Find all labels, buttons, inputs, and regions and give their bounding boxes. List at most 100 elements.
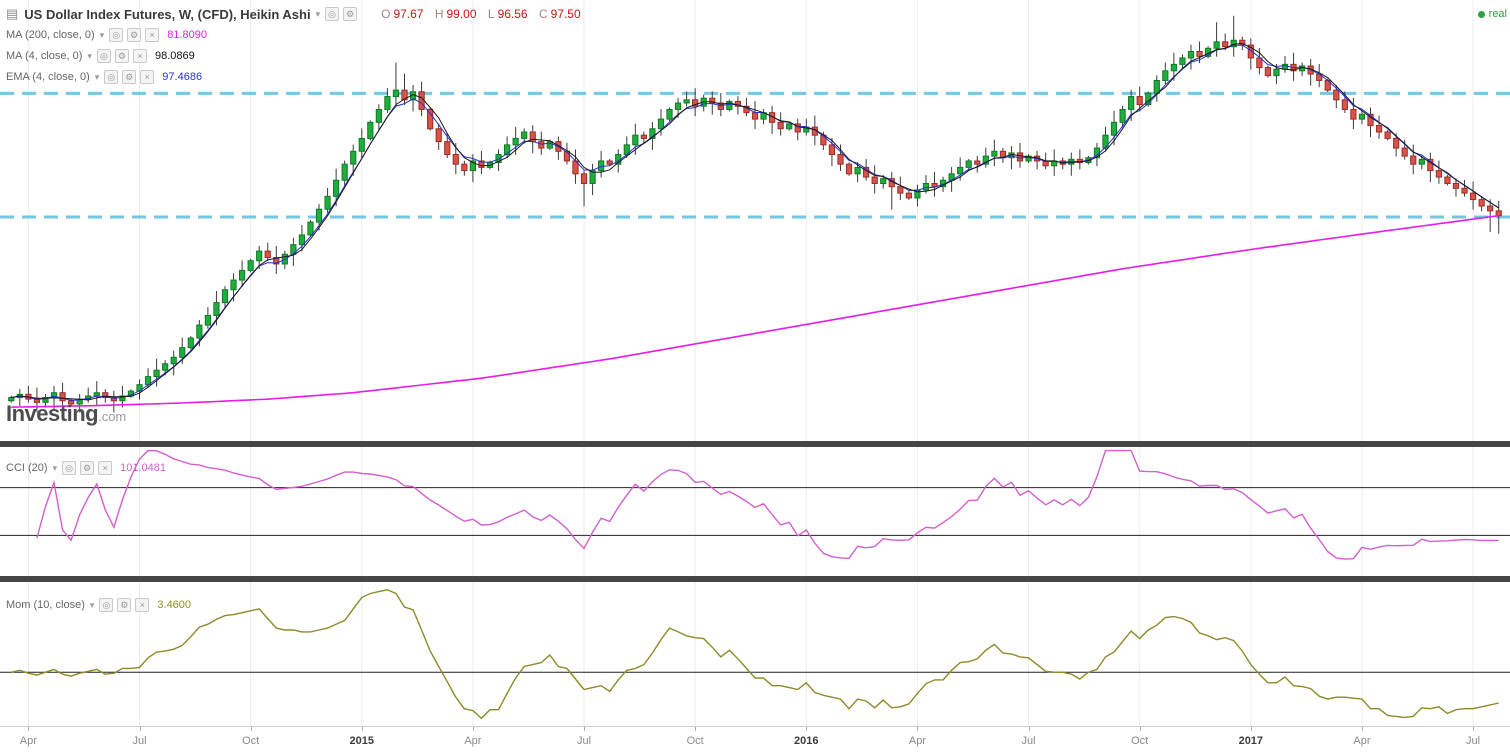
cci-legend: CCI (20) ▾ ◎ ⚙ × 101.0481 [6,461,166,475]
low-label: L [487,7,495,21]
indicator-value: 97.4686 [162,71,203,83]
watermark-brand: Investing [6,401,99,426]
gridlines [27,0,1474,441]
axis-tick-mark [1028,727,1030,731]
axis-tick-mark [139,727,141,731]
chevron-down-icon[interactable]: ▾ [87,50,92,61]
visibility-icon[interactable]: ◎ [109,28,124,42]
axis-tick-label: Jul [576,735,592,747]
axis-tick-label: 2017 [1238,735,1264,747]
ma200-line [11,214,1499,408]
open-label: O [381,7,391,21]
axis-tick-label: Oct [686,735,704,747]
indicator-label: EMA (4, close, 0) [6,71,90,83]
indicator-value: 81.8090 [167,29,207,41]
settings-gear-icon[interactable]: ⚙ [127,28,142,42]
axis-tick-label: Jul [132,735,147,747]
panel-toggle-icon[interactable]: ▤ [6,6,19,21]
axis-tick-mark [28,727,30,731]
low-value: 96.56 [497,7,528,21]
axis-tick-mark [1473,727,1475,731]
high-label: H [434,7,444,21]
settings-gear-icon[interactable]: ⚙ [117,598,132,612]
momentum-legend: Mom (10, close) ▾ ◎ ⚙ × 3.4600 [6,598,191,612]
price-chart[interactable] [0,0,1510,441]
indicator-label: MA (200, close, 0) [6,29,95,41]
momentum-chart[interactable] [0,582,1510,726]
visibility-icon[interactable]: ◎ [99,598,114,612]
ma4-line [11,42,1499,401]
ema4-line [11,44,1499,401]
axis-tick-mark [806,727,808,731]
visibility-icon[interactable]: ◎ [62,461,77,475]
axis-tick-label: 2016 [794,735,819,747]
cci-line [36,449,1499,560]
settings-gear-icon[interactable]: ⚙ [122,70,137,84]
axis-tick-mark [584,727,586,731]
axis-tick-mark [472,727,474,731]
cci-chart[interactable] [0,447,1510,576]
axis-tick-label: Apr [19,735,37,747]
cci-pane: CCI (20) ▾ ◎ ⚙ × 101.0481 [0,447,1510,576]
pane-separator[interactable] [0,576,1510,582]
gridlines [27,447,1474,576]
indicator-label: Mom (10, close) [6,599,85,611]
settings-gear-icon[interactable]: ⚙ [80,461,95,475]
indicator-label: CCI (20) [6,462,48,474]
chevron-down-icon[interactable]: ▾ [52,462,58,473]
indicator-legend-ma200: MA (200, close, 0) ▾ ◎ ⚙ × 81.8090 [6,28,207,42]
axis-tick-mark [917,727,919,731]
axis-tick-mark [1139,727,1141,731]
axis-tick-label: Jul [1466,735,1481,747]
chart-style-icon[interactable]: ◎ [325,7,340,21]
indicator-label: MA (4, close, 0) [6,50,83,62]
axis-tick-label: Jul [1021,735,1036,747]
realtime-indicator: real [1477,8,1507,20]
remove-icon[interactable]: × [145,28,160,42]
chevron-down-icon[interactable]: ▾ [94,71,100,82]
axis-tick-label: 2015 [349,735,375,747]
axis-tick-label: Apr [908,735,926,747]
axis-tick-mark [361,727,363,731]
indicator-value: 3.4600 [157,599,192,611]
visibility-icon[interactable]: ◎ [104,70,119,84]
axis-tick-mark [695,727,697,731]
time-axis[interactable]: Apr Jul Oct 2015 Apr Jul Oct 2016 Apr Jul Oct 2017 A… [0,726,1510,756]
remove-icon[interactable]: × [98,461,113,475]
remove-icon[interactable]: × [140,70,155,84]
indicator-legend-ema4: EMA (4, close, 0) ▾ ◎ ⚙ × 97.4686 [6,70,202,84]
axis-tick-label: Oct [1131,735,1149,747]
investing-watermark: Investing.com [6,401,126,427]
candles-layer [8,15,1502,413]
gridlines [27,582,1474,726]
axis-tick-mark [1250,727,1252,731]
axis-tick-label: Oct [242,735,260,747]
pane-separator[interactable] [0,441,1510,447]
remove-icon[interactable]: × [132,49,147,63]
realtime-dot-icon [1477,10,1485,18]
indicator-value: 101.0481 [120,462,166,474]
ohlc-values: O 97.67 H 99.00 L 96.56 C 97.50 [373,7,581,21]
visibility-icon[interactable]: ◎ [96,49,111,63]
chevron-down-icon[interactable]: ▾ [99,29,105,40]
symbol-title: US Dollar Index Futures, W, (CFD), Heiki… [24,6,311,22]
axis-tick-mark [250,727,252,731]
momentum-line [11,588,1499,720]
close-label: C [538,7,548,21]
axis-tick-label: Apr [1353,735,1371,747]
axis-tick-label: Apr [464,735,482,747]
chevron-down-icon[interactable]: ▾ [315,8,321,19]
settings-gear-icon[interactable]: ⚙ [343,7,358,21]
axis-tick-mark [1361,727,1363,731]
chevron-down-icon[interactable]: ▾ [89,599,95,610]
open-value: 97.67 [393,7,424,21]
close-value: 97.50 [550,7,581,21]
momentum-pane: Mom (10, close) ▾ ◎ ⚙ × 3.4600 [0,582,1510,726]
symbol-legend: ▤ US Dollar Index Futures, W, (CFD), Hei… [6,6,581,22]
remove-icon[interactable]: × [135,598,150,612]
price-pane: ▤ US Dollar Index Futures, W, (CFD), Hei… [0,0,1510,441]
watermark-domain: .com [98,409,127,424]
settings-gear-icon[interactable]: ⚙ [114,49,129,63]
high-value: 99.00 [446,7,477,21]
